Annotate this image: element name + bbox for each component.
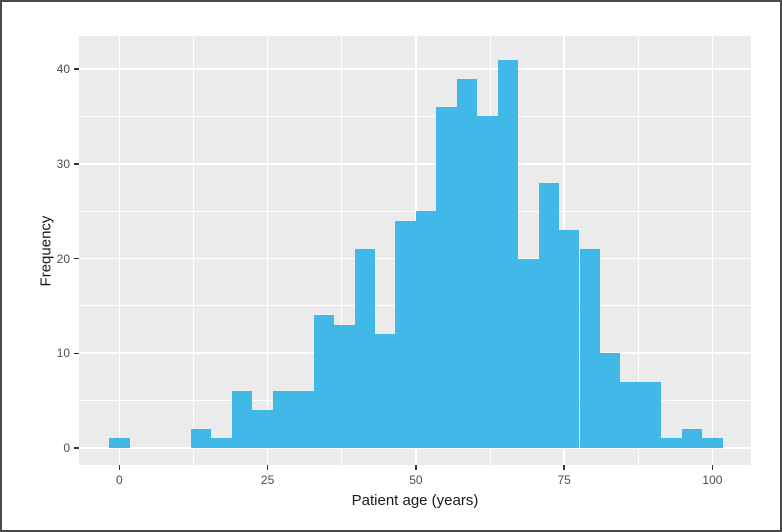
y-tick-mark <box>74 257 79 260</box>
x-gridline-minor <box>341 36 343 465</box>
x-tick-mark <box>266 465 269 470</box>
x-tick-label: 100 <box>702 473 723 487</box>
histogram-bar <box>415 211 437 448</box>
histogram-bar <box>211 438 232 448</box>
histogram-bar <box>559 230 580 448</box>
x-tick-mark <box>711 465 714 470</box>
y-gridline-minor <box>79 115 751 117</box>
y-tick-label: 40 <box>56 62 70 77</box>
y-gridline-minor <box>79 210 751 212</box>
x-gridline-minor <box>192 36 194 465</box>
x-gridline-major <box>118 36 121 465</box>
histogram-bar <box>640 381 662 448</box>
x-tick-mark <box>563 465 565 470</box>
y-tick-label: 0 <box>63 440 70 455</box>
histogram-bar <box>477 116 498 448</box>
y-tick-label: 30 <box>56 156 70 171</box>
histogram-bar <box>497 59 519 448</box>
y-tick-label: 20 <box>56 251 70 266</box>
histogram-bar <box>334 324 355 448</box>
histogram-bar <box>436 107 457 448</box>
x-gridline-major <box>266 36 269 465</box>
histogram-bar <box>538 182 560 448</box>
x-gridline-minor <box>637 36 639 465</box>
histogram-bar <box>599 353 621 448</box>
x-gridline-major <box>711 36 714 465</box>
histogram-bar <box>456 78 478 448</box>
histogram-bar <box>109 438 130 448</box>
y-tick-label: 10 <box>56 346 70 361</box>
histogram-bar <box>313 315 335 448</box>
histogram-bar <box>252 410 273 448</box>
histogram-bar <box>702 438 723 448</box>
y-tick-mark <box>74 68 79 70</box>
histogram-bar <box>661 438 682 448</box>
histogram-bar <box>272 391 294 448</box>
y-tick-mark <box>74 447 79 449</box>
x-axis-title: Patient age (years) <box>351 492 479 509</box>
y-tick-mark <box>74 352 79 354</box>
histogram-bar <box>395 220 416 448</box>
x-tick-label: 75 <box>557 473 571 487</box>
y-gridline-major <box>79 68 751 70</box>
histogram-bar <box>375 334 396 448</box>
y-gridline-major <box>79 163 751 165</box>
histogram-bar <box>518 258 539 448</box>
x-tick-label: 0 <box>115 473 123 487</box>
x-tick-mark <box>415 465 417 470</box>
histogram-bar <box>190 429 212 448</box>
y-axis-title: Frequency <box>37 215 55 287</box>
histogram-bar <box>620 381 641 448</box>
histogram-bar <box>293 391 314 448</box>
histogram-bar <box>354 249 375 448</box>
x-tick-label: 25 <box>260 473 275 487</box>
y-gridline-major <box>79 447 751 449</box>
y-tick-mark <box>74 163 79 165</box>
histogram-bar <box>231 391 253 448</box>
x-tick-mark <box>118 465 121 470</box>
histogram-bar <box>579 249 600 448</box>
histogram-bar <box>681 429 703 448</box>
x-tick-label: 50 <box>409 473 423 487</box>
